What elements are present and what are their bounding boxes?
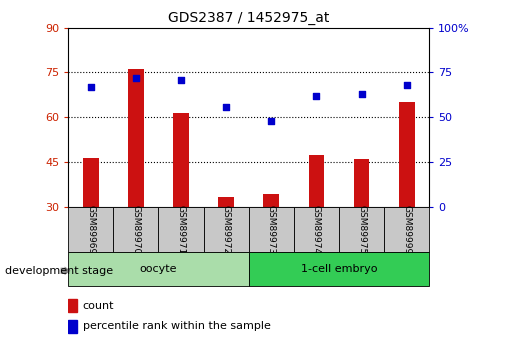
- Bar: [68, 299, 77, 312]
- Bar: [218, 197, 234, 207]
- Bar: [249, 252, 429, 286]
- Bar: [113, 207, 159, 252]
- Bar: [384, 207, 429, 252]
- Bar: [204, 207, 248, 252]
- Bar: [309, 155, 324, 207]
- Text: GSM89973: GSM89973: [267, 205, 276, 254]
- Text: oocyte: oocyte: [140, 264, 177, 274]
- Point: [358, 91, 366, 97]
- Bar: [68, 252, 248, 286]
- Title: GDS2387 / 1452975_at: GDS2387 / 1452975_at: [168, 11, 329, 25]
- Point: [267, 118, 275, 124]
- Text: GSM89974: GSM89974: [312, 205, 321, 254]
- Point: [402, 82, 411, 88]
- Bar: [399, 102, 415, 207]
- Text: 1-cell embryo: 1-cell embryo: [301, 264, 377, 274]
- Point: [222, 104, 230, 109]
- Point: [87, 84, 95, 90]
- Text: GSM89970: GSM89970: [131, 205, 140, 254]
- Bar: [68, 320, 77, 333]
- Bar: [68, 207, 113, 252]
- Text: GSM89969: GSM89969: [86, 205, 95, 254]
- Text: GSM89972: GSM89972: [222, 205, 231, 254]
- Text: GSM89971: GSM89971: [177, 205, 185, 254]
- Bar: [249, 207, 294, 252]
- Text: GSM89999: GSM89999: [402, 205, 411, 254]
- Bar: [294, 207, 339, 252]
- Bar: [83, 158, 98, 207]
- Text: count: count: [83, 301, 114, 310]
- Point: [177, 77, 185, 82]
- Point: [313, 93, 321, 99]
- Bar: [173, 113, 189, 207]
- Bar: [339, 207, 384, 252]
- Bar: [264, 194, 279, 207]
- Bar: [354, 159, 370, 207]
- Bar: [128, 69, 144, 207]
- Text: GSM89975: GSM89975: [357, 205, 366, 254]
- Bar: [159, 207, 204, 252]
- Text: percentile rank within the sample: percentile rank within the sample: [83, 322, 271, 331]
- Text: development stage: development stage: [5, 266, 113, 276]
- Point: [132, 75, 140, 81]
